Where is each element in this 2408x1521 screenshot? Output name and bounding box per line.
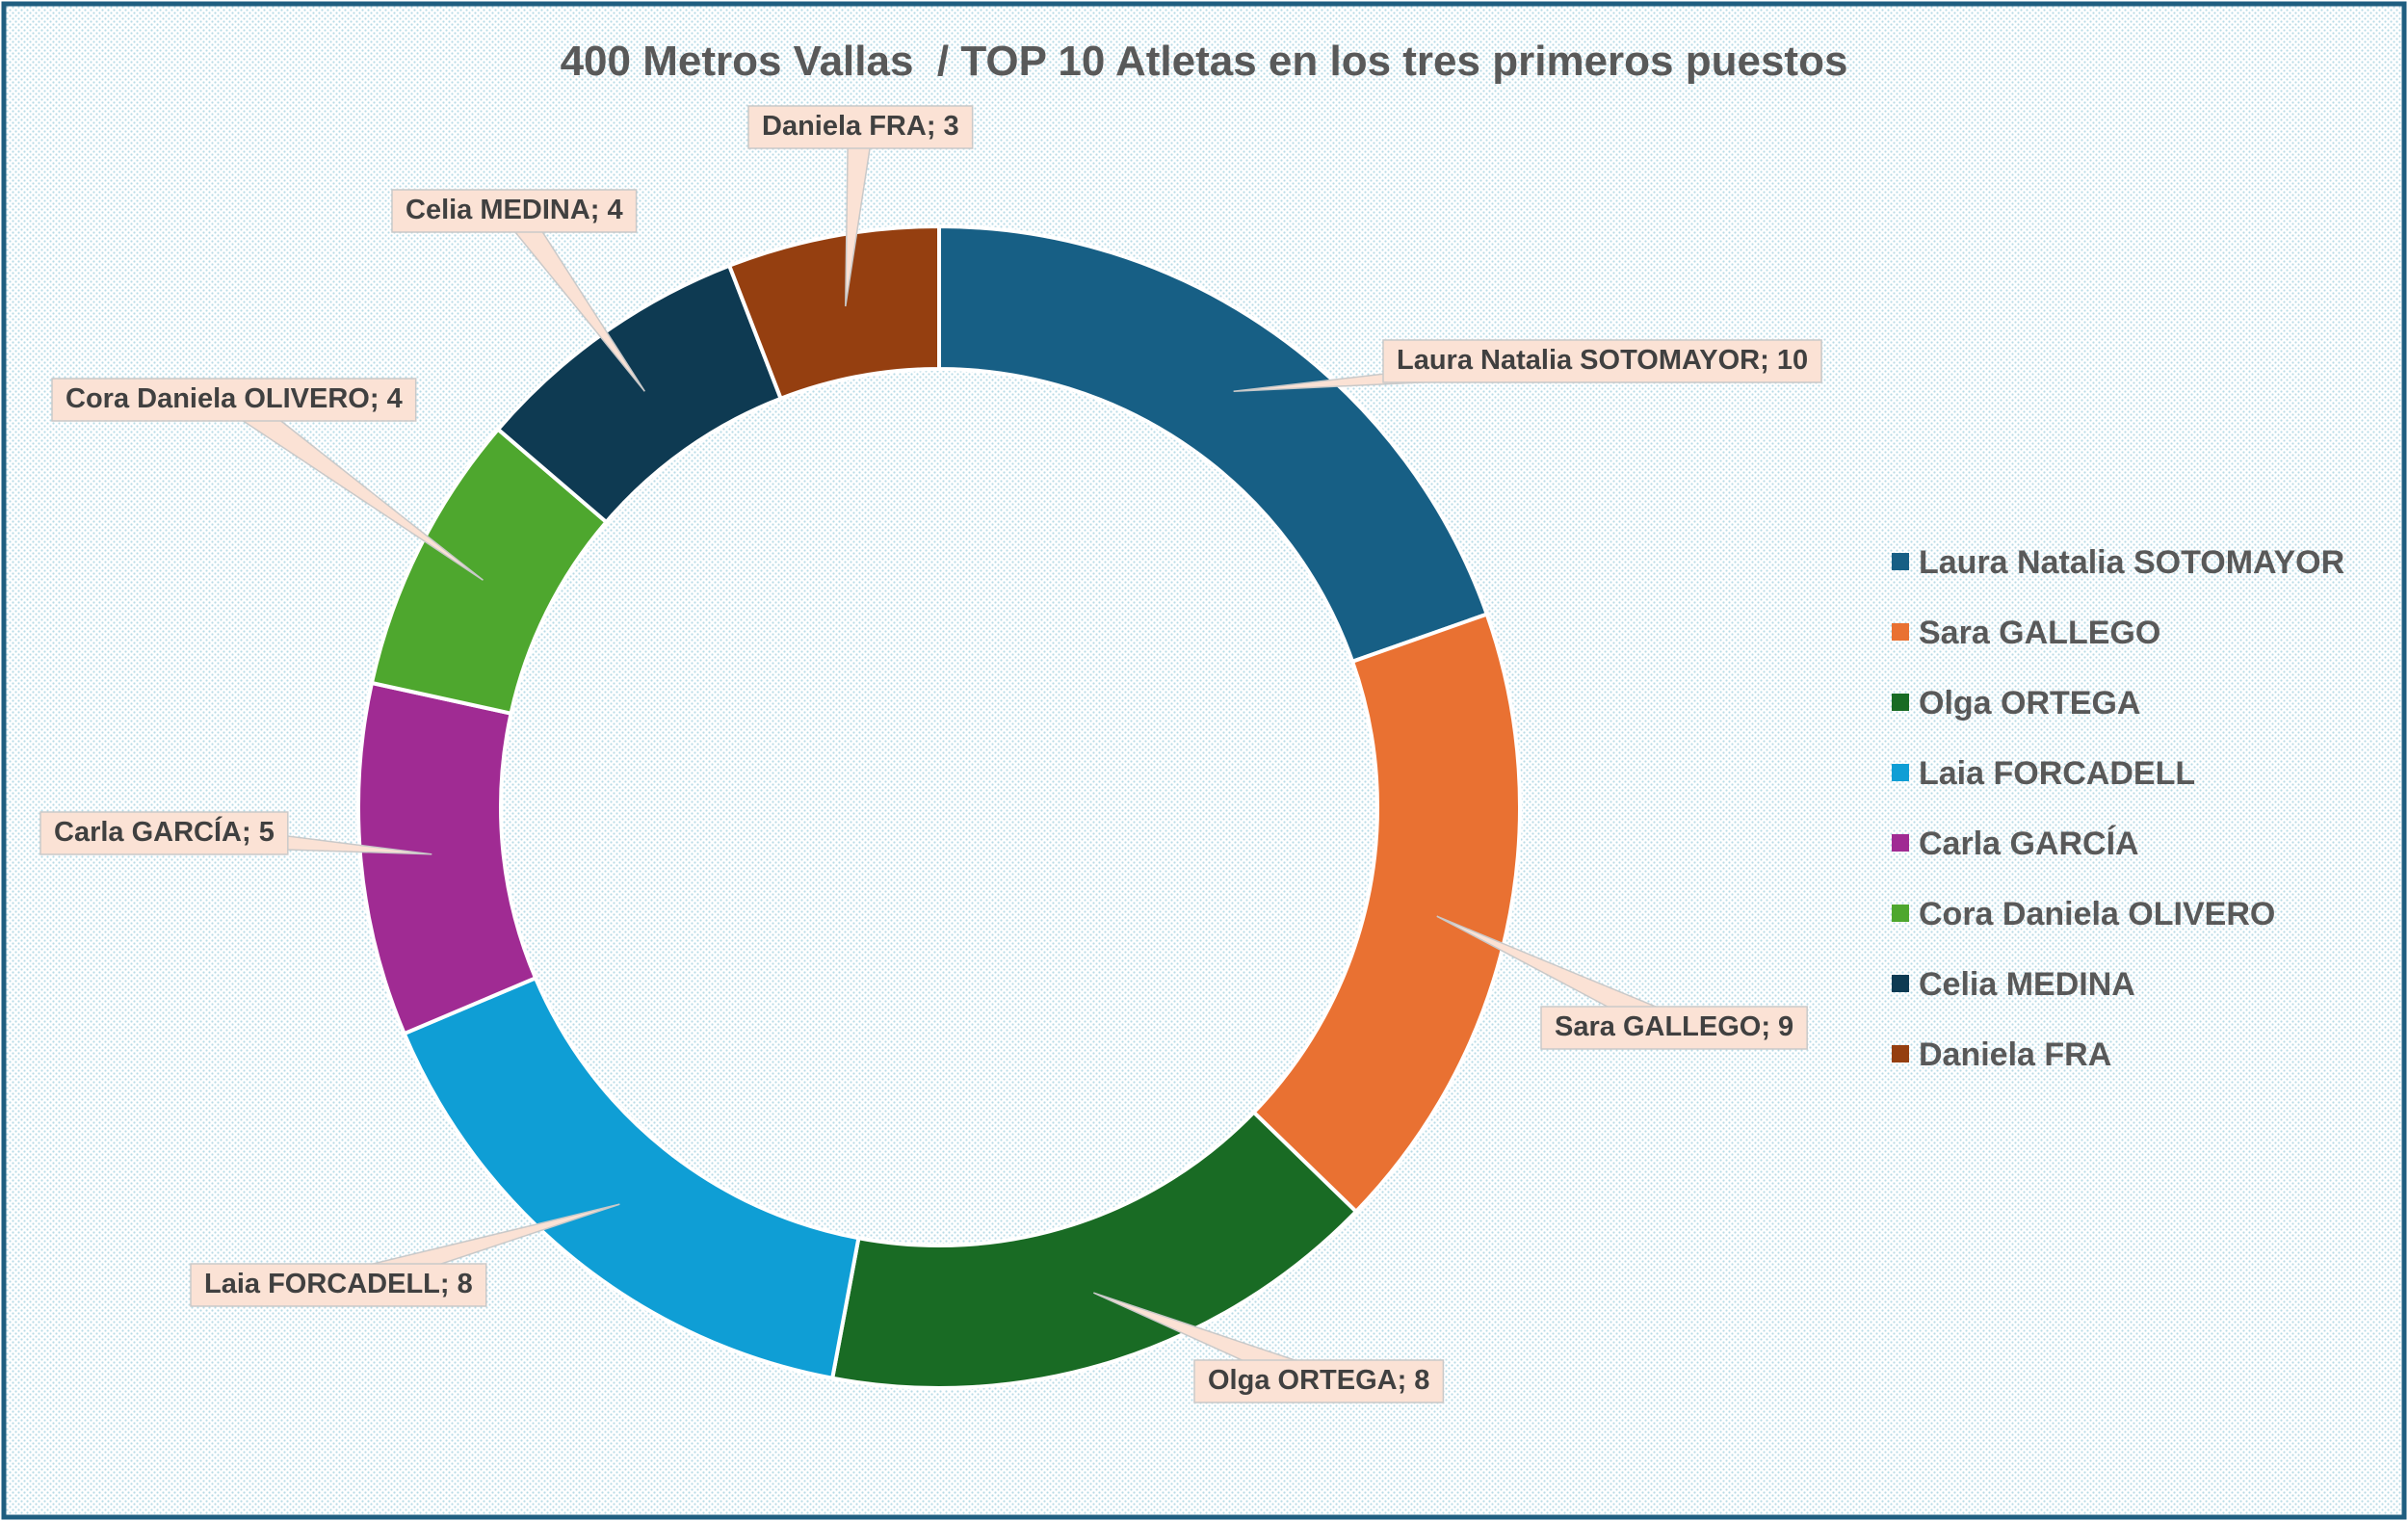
legend-swatch — [1892, 975, 1909, 992]
legend-label: Daniela FRA — [1919, 1036, 2111, 1073]
label-box — [1382, 339, 1822, 383]
label-box — [1193, 1359, 1445, 1403]
legend-swatch — [1892, 553, 1909, 570]
label-box — [391, 189, 638, 233]
legend-swatch — [1892, 623, 1909, 641]
legend-label: Sara GALLEGO — [1919, 615, 2160, 651]
chart-title: 400 Metros Vallas / TOP 10 Atletas en lo… — [561, 38, 1848, 85]
data-label-text: Olga ORTEGA; 8 — [1208, 1365, 1429, 1396]
legend-swatch — [1892, 834, 1909, 852]
data-label-laia-forcadell: Laia FORCADELL; 8 — [190, 1203, 620, 1307]
data-labels-group: Laura Natalia SOTOMAYOR; 10 Sara GALLEGO;… — [39, 105, 1822, 1403]
label-box — [190, 1263, 487, 1307]
legend-item-cora-daniela-olivero: Cora Daniela OLIVERO — [1892, 896, 2275, 932]
legend-label: Laia FORCADELL — [1919, 755, 2195, 792]
data-label-daniela-fra: Daniela FRA; 3 — [747, 105, 974, 307]
legend-item-laura-natalia-sotomayor: Laura Natalia SOTOMAYOR — [1892, 544, 2344, 581]
data-label-text: Cora Daniela OLIVERO; 4 — [65, 383, 403, 414]
legend-label: Laura Natalia SOTOMAYOR — [1919, 544, 2344, 581]
label-box — [1540, 1006, 1808, 1050]
data-label-laura-natalia-sotomayor: Laura Natalia SOTOMAYOR; 10 — [1233, 339, 1822, 392]
legend-swatch — [1892, 694, 1909, 711]
legend-label: Carla GARCÍA — [1919, 826, 2139, 862]
legend: Laura Natalia SOTOMAYOR Sara GALLEGO Olga … — [1892, 544, 2344, 1073]
slices-group — [356, 223, 1522, 1390]
legend-item-sara-gallego: Sara GALLEGO — [1892, 615, 2160, 651]
data-label-cora-daniela-olivero: Cora Daniela OLIVERO; 4 — [51, 378, 484, 581]
label-box — [51, 378, 417, 422]
legend-item-laia-forcadell: Laia FORCADELL — [1892, 755, 2195, 792]
legend-item-daniela-fra: Daniela FRA — [1892, 1036, 2111, 1073]
data-label-text: Laia FORCADELL; 8 — [204, 1269, 473, 1299]
slice-laura-natalia-sotomayor — [937, 223, 1490, 665]
legend-label: Celia MEDINA — [1919, 966, 2135, 1003]
legend-swatch — [1892, 1045, 1909, 1062]
legend-swatch — [1892, 905, 1909, 922]
label-box — [747, 105, 974, 149]
legend-label: Cora Daniela OLIVERO — [1919, 896, 2275, 932]
data-label-olga-ortega: Olga ORTEGA; 8 — [1093, 1292, 1445, 1403]
data-label-text: Sara GALLEGO; 9 — [1555, 1011, 1793, 1042]
label-box — [39, 811, 289, 855]
data-label-carla-garcia: Carla GARCÍA; 5 — [39, 811, 432, 855]
data-label-text: Laura Natalia SOTOMAYOR; 10 — [1397, 345, 1808, 376]
data-label-celia-medina: Celia MEDINA; 4 — [391, 189, 645, 392]
data-label-text: Carla GARCÍA; 5 — [54, 815, 275, 848]
slice-daniela-fra — [726, 223, 941, 402]
legend-label: Olga ORTEGA — [1919, 685, 2140, 721]
data-label-text: Daniela FRA; 3 — [762, 111, 959, 142]
legend-item-carla-garcia: Carla GARCÍA — [1892, 826, 2139, 862]
data-label-sara-gallego: Sara GALLEGO; 9 — [1436, 915, 1808, 1050]
legend-item-celia-medina: Celia MEDINA — [1892, 966, 2135, 1003]
legend-swatch — [1892, 764, 1909, 781]
legend-item-olga-ortega: Olga ORTEGA — [1892, 685, 2140, 721]
data-label-text: Celia MEDINA; 4 — [406, 195, 623, 225]
